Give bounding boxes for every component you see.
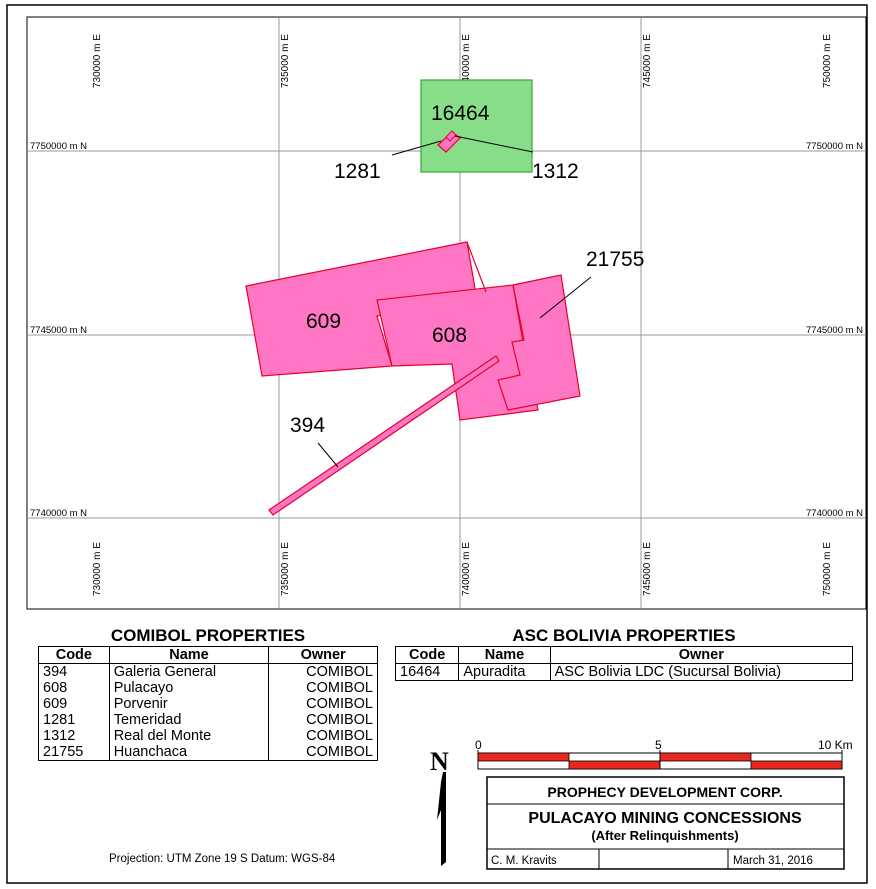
easting-label: 745000 m E xyxy=(642,542,653,596)
cell-owner: COMIBOL xyxy=(268,696,378,712)
cell-code: 16464 xyxy=(394,663,460,681)
concession-1312[interactable] xyxy=(445,130,457,142)
easting-label: 745000 m E xyxy=(642,34,653,88)
table-row: 21755 Huanchaca COMIBOL xyxy=(38,744,378,761)
author: C. M. Kravits xyxy=(491,855,557,867)
cell-name: Galeria General xyxy=(108,663,270,680)
leader-394 xyxy=(317,442,339,468)
concession-label-609: 609 xyxy=(306,310,341,333)
concession-label-394: 394 xyxy=(290,414,325,437)
concession-21755[interactable] xyxy=(497,274,581,411)
cell-owner: COMIBOL xyxy=(268,680,378,696)
cell-owner: COMIBOL xyxy=(268,744,378,761)
concession-16464[interactable] xyxy=(420,79,533,173)
cell-name: Pulacayo xyxy=(108,680,270,696)
concession-label-608: 608 xyxy=(432,324,467,347)
concession-label-16464: 16464 xyxy=(431,102,490,125)
easting-labels-top: 730000 m E 735000 m E 740000 m E 745000 … xyxy=(92,34,833,88)
cell-code: 608 xyxy=(38,680,110,696)
column-header: Code xyxy=(38,646,110,664)
easting-label: 730000 m E xyxy=(92,542,103,596)
concession-label-1281: 1281 xyxy=(334,160,381,183)
asc-table: Code Name Owner 16464 Apuradita ASC Boli… xyxy=(394,646,854,681)
column-header: Owner xyxy=(549,646,854,664)
table-row: 608 Pulacayo COMIBOL xyxy=(38,680,378,696)
map-date: March 31, 2016 xyxy=(733,855,813,867)
comibol-title: COMIBOL PROPERTIES xyxy=(110,626,306,645)
map-subtitle: (After Relinquishments) xyxy=(591,828,738,843)
sheet-border xyxy=(6,4,868,884)
northing-label: 7745000 m N xyxy=(30,325,87,336)
cell-owner: COMIBOL xyxy=(268,663,378,680)
scale-label-5: 5 xyxy=(655,738,662,752)
cell-code: 1312 xyxy=(38,728,110,744)
easting-label: 750000 m E xyxy=(822,34,833,88)
easting-label: 730000 m E xyxy=(92,34,103,88)
concession-label-1312: 1312 xyxy=(532,160,579,183)
asc-title: ASC BOLIVIA PROPERTIES xyxy=(512,626,736,645)
cell-name: Temeridad xyxy=(108,712,270,728)
scale-label-0: 0 xyxy=(475,738,482,752)
northing-label: 7750000 m N xyxy=(806,141,863,152)
title-block: PROPHECY DEVELOPMENT CORP. PULACAYO MINI… xyxy=(486,776,845,870)
column-header: Owner xyxy=(268,646,378,664)
easting-labels-bottom: 730000 m E 735000 m E 740000 m E 745000 … xyxy=(92,542,833,596)
column-header: Name xyxy=(108,646,270,664)
cell-name: Porvenir xyxy=(108,696,270,712)
easting-label: 740000 m E xyxy=(461,542,472,596)
table-row: 609 Porvenir COMIBOL xyxy=(38,696,378,712)
company-name: PROPHECY DEVELOPMENT CORP. xyxy=(547,784,782,800)
table-row: 1312 Real del Monte COMIBOL xyxy=(38,728,378,744)
table-row: 394 Galeria General COMIBOL xyxy=(38,663,378,680)
cell-code: 21755 xyxy=(38,744,110,761)
leader-1281 xyxy=(391,140,442,156)
northing-label: 7750000 m N xyxy=(30,141,87,152)
northing-label: 7740000 m N xyxy=(806,508,863,519)
easting-label: 735000 m E xyxy=(280,34,291,88)
cell-code: 394 xyxy=(38,663,110,680)
scale-label-10: 10 Km xyxy=(818,738,853,752)
comibol-legend: COMIBOL PROPERTIES Code Name Owner 394 G… xyxy=(38,626,378,761)
northing-label: 7740000 m N xyxy=(30,508,87,519)
leader-1312 xyxy=(454,135,534,153)
easting-label: 740000 m E xyxy=(461,34,472,88)
asc-legend: ASC BOLIVIA PROPERTIES Code Name Owner 1… xyxy=(394,626,854,681)
table-row: 1281 Temeridad COMIBOL xyxy=(38,712,378,728)
northing-label: 7745000 m N xyxy=(806,325,863,336)
cell-owner: ASC Bolivia LDC (Sucursal Bolivia) xyxy=(549,663,854,681)
comibol-table: Code Name Owner 394 Galeria General COMI… xyxy=(38,646,378,761)
projection-note: Projection: UTM Zone 19 S Datum: WGS-84 xyxy=(109,853,336,865)
concession-394[interactable] xyxy=(268,355,500,516)
map-title: PULACAYO MINING CONCESSIONS xyxy=(528,810,802,827)
cell-code: 1281 xyxy=(38,712,110,728)
cell-code: 609 xyxy=(38,696,110,712)
cell-owner: COMIBOL xyxy=(268,712,378,728)
cell-owner: COMIBOL xyxy=(268,728,378,744)
northing-labels: 7750000 m N 7745000 m N 7740000 m N 7750… xyxy=(30,141,863,519)
north-arrow-label: N xyxy=(430,747,449,776)
column-header: Name xyxy=(458,646,551,664)
easting-label: 750000 m E xyxy=(822,542,833,596)
concession-label-21755: 21755 xyxy=(586,248,644,271)
cell-name: Real del Monte xyxy=(108,728,270,744)
scale-bar: 0 5 10 Km xyxy=(475,738,853,770)
cell-name: Huanchaca xyxy=(108,744,270,761)
easting-label: 735000 m E xyxy=(280,542,291,596)
column-header: Code xyxy=(394,646,460,664)
table-row: 16464 Apuradita ASC Bolivia LDC (Sucursa… xyxy=(394,663,854,681)
leader-21755 xyxy=(539,276,592,319)
cell-name: Apuradita xyxy=(458,663,551,681)
north-arrow-icon: N xyxy=(430,747,449,866)
